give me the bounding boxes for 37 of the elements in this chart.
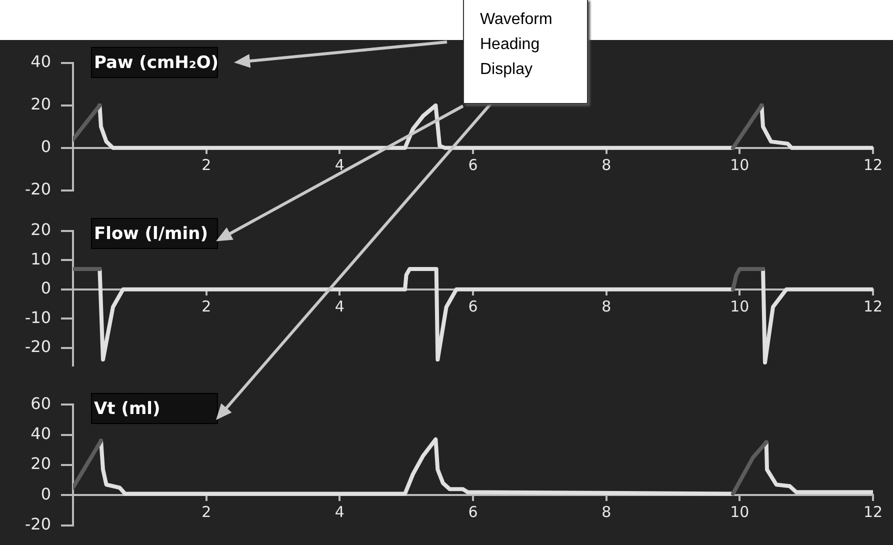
x-tick-label: 6	[468, 297, 478, 316]
heading-box: Vt (ml)	[91, 393, 218, 424]
x-tick-label: 12	[863, 503, 883, 522]
x-tick-label: 12	[863, 156, 883, 174]
x-tick-label: 2	[202, 297, 212, 316]
y-tick-label: 0	[40, 278, 51, 298]
y-tick-label: 60	[30, 394, 51, 413]
x-tick-label: 12	[863, 297, 883, 316]
y-tick-label: -10	[24, 308, 51, 327]
x-tick-label: 8	[602, 503, 612, 522]
x-tick-label: 2	[202, 503, 212, 522]
x-tick-label: 8	[602, 156, 612, 174]
callout-box: Waveform Heading Display	[463, 0, 588, 104]
x-tick-label: 4	[334, 156, 344, 174]
x-tick-label: 8	[602, 297, 612, 316]
x-tick-label: 4	[334, 297, 344, 316]
y-tick-label: 0	[40, 484, 51, 504]
x-tick-label: 6	[468, 503, 478, 522]
y-tick-label: 20	[30, 454, 51, 474]
y-tick-label: 0	[40, 137, 51, 156]
y-tick-label: -20	[24, 337, 51, 356]
x-tick-label: 10	[730, 156, 750, 174]
x-tick-label: 10	[730, 297, 750, 316]
y-tick-label: 20	[30, 220, 51, 240]
heading-box: Flow (l/min)	[91, 218, 218, 249]
y-tick-label: 40	[30, 52, 51, 72]
x-tick-label: 10	[730, 503, 750, 522]
x-tick-label: 6	[468, 156, 478, 174]
y-tick-label: -20	[24, 180, 51, 199]
x-tick-label: 4	[334, 503, 344, 522]
y-tick-label: -20	[24, 514, 51, 534]
y-tick-label: 40	[30, 424, 51, 443]
x-tick-label: 2	[202, 156, 212, 174]
y-tick-label: 10	[30, 249, 51, 268]
heading-box: Paw (cmH₂O)	[91, 47, 218, 78]
y-tick-label: 20	[30, 94, 51, 114]
annotation: Waveform Heading Display	[480, 10, 554, 80]
